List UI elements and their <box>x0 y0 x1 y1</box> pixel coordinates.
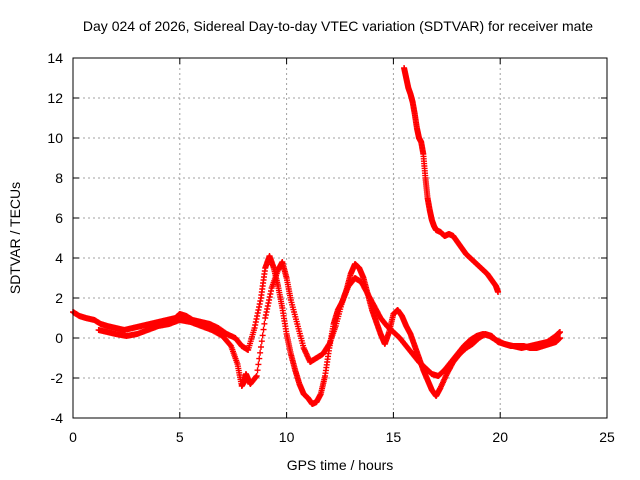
data-point <box>257 344 264 350</box>
y-tick-label: -4 <box>51 410 64 426</box>
data-point <box>257 349 264 356</box>
data-point <box>260 326 267 333</box>
axis-ticks <box>72 57 608 419</box>
data-points <box>70 65 564 407</box>
data-point <box>495 289 502 295</box>
data-point <box>259 332 266 339</box>
y-tick-label: 10 <box>47 130 63 146</box>
x-tick-label: 5 <box>176 429 184 445</box>
series-2 <box>95 259 564 389</box>
y-tick-label: 0 <box>55 330 63 346</box>
x-tick-label: 25 <box>599 429 615 445</box>
y-tick-label: 6 <box>55 210 63 226</box>
data-point <box>253 373 260 379</box>
plot-frame <box>72 57 608 419</box>
x-tick-label: 0 <box>69 429 77 445</box>
data-point <box>256 355 263 362</box>
x-tick-label: 15 <box>386 429 402 445</box>
x-tick-label: 20 <box>492 429 508 445</box>
grid <box>73 58 607 418</box>
y-tick-label: 2 <box>55 290 63 306</box>
data-point <box>557 335 564 341</box>
data-point <box>254 367 261 374</box>
y-tick-label: 12 <box>47 90 63 106</box>
y-tick-label: -2 <box>51 370 64 386</box>
x-axis-label: GPS time / hours <box>287 457 394 473</box>
x-tick-label: 10 <box>279 429 295 445</box>
data-point <box>557 329 564 335</box>
data-point <box>261 320 268 327</box>
series-3 <box>401 65 502 295</box>
y-tick-label: 8 <box>55 170 63 186</box>
axis-tick-labels: 0 5 10 15 20 25 -4 -2 0 2 4 6 8 10 12 14 <box>47 50 615 445</box>
y-axis-label: SDTVAR / TECUs <box>7 182 23 294</box>
y-tick-label: 4 <box>55 250 63 266</box>
chart-title: Day 024 of 2026, Sidereal Day-to-day VTE… <box>83 18 593 34</box>
y-tick-label: 14 <box>47 50 63 66</box>
data-point <box>258 338 265 345</box>
data-point <box>255 361 262 368</box>
